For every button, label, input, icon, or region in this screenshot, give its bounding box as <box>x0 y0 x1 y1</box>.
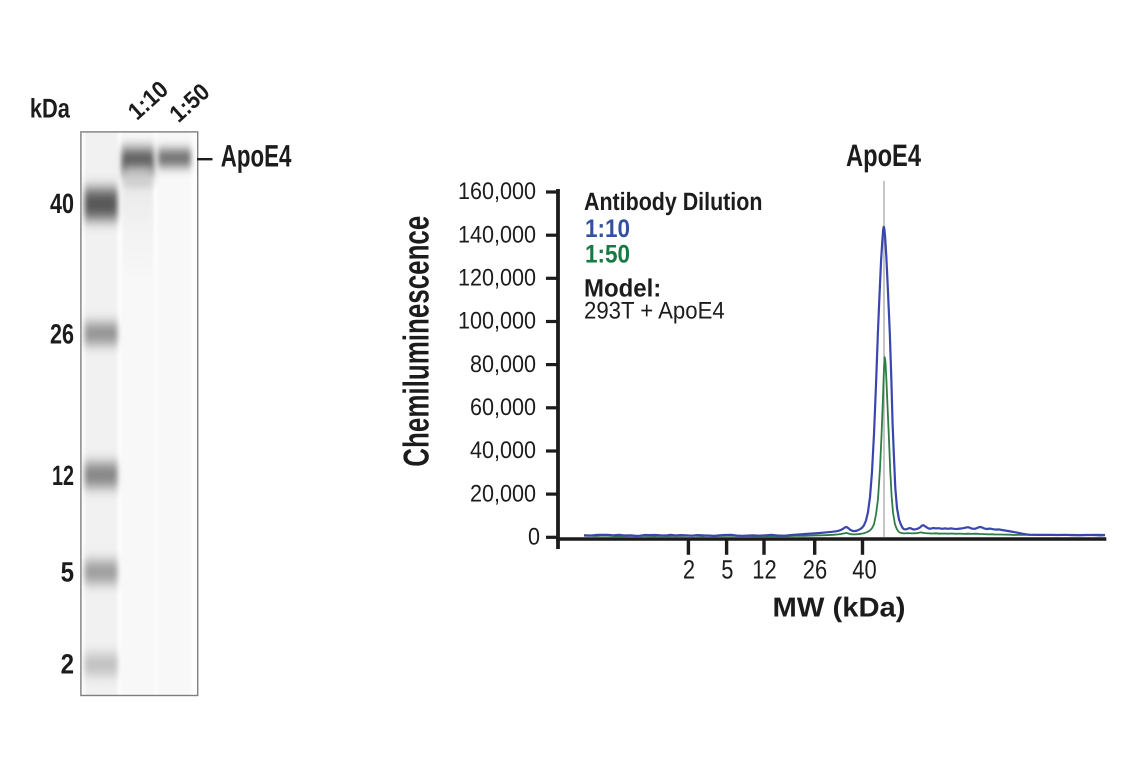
svg-text:1:10: 1:10 <box>585 215 630 243</box>
svg-text:160,000: 160,000 <box>458 178 536 205</box>
svg-text:140,000: 140,000 <box>458 221 536 248</box>
svg-text:100,000: 100,000 <box>458 308 536 335</box>
svg-text:Chemiluminescence: Chemiluminescence <box>396 216 437 467</box>
svg-text:5: 5 <box>721 555 733 585</box>
svg-text:12: 12 <box>752 555 776 585</box>
svg-text:5: 5 <box>61 557 74 588</box>
svg-text:80,000: 80,000 <box>470 351 536 378</box>
svg-text:60,000: 60,000 <box>470 394 536 421</box>
svg-text:40,000: 40,000 <box>470 437 536 464</box>
svg-text:kDa: kDa <box>30 94 71 124</box>
svg-text:293T + ApoE4: 293T + ApoE4 <box>584 298 725 325</box>
svg-text:26: 26 <box>803 555 827 585</box>
svg-text:ApoE4: ApoE4 <box>846 138 922 173</box>
svg-text:120,000: 120,000 <box>458 265 536 292</box>
svg-text:2: 2 <box>61 649 74 680</box>
svg-text:20,000: 20,000 <box>470 480 536 507</box>
svg-text:1:50: 1:50 <box>585 241 630 269</box>
svg-text:26: 26 <box>50 319 74 350</box>
svg-text:Antibody Dilution: Antibody Dilution <box>584 188 762 216</box>
svg-text:ApoE4: ApoE4 <box>221 139 292 174</box>
svg-text:0: 0 <box>528 524 540 551</box>
svg-text:2: 2 <box>683 555 695 585</box>
svg-text:MW (kDa): MW (kDa) <box>773 592 906 623</box>
svg-text:12: 12 <box>52 460 74 491</box>
svg-text:Model:: Model: <box>584 275 661 303</box>
svg-text:40: 40 <box>852 555 876 585</box>
svg-text:40: 40 <box>50 188 74 219</box>
